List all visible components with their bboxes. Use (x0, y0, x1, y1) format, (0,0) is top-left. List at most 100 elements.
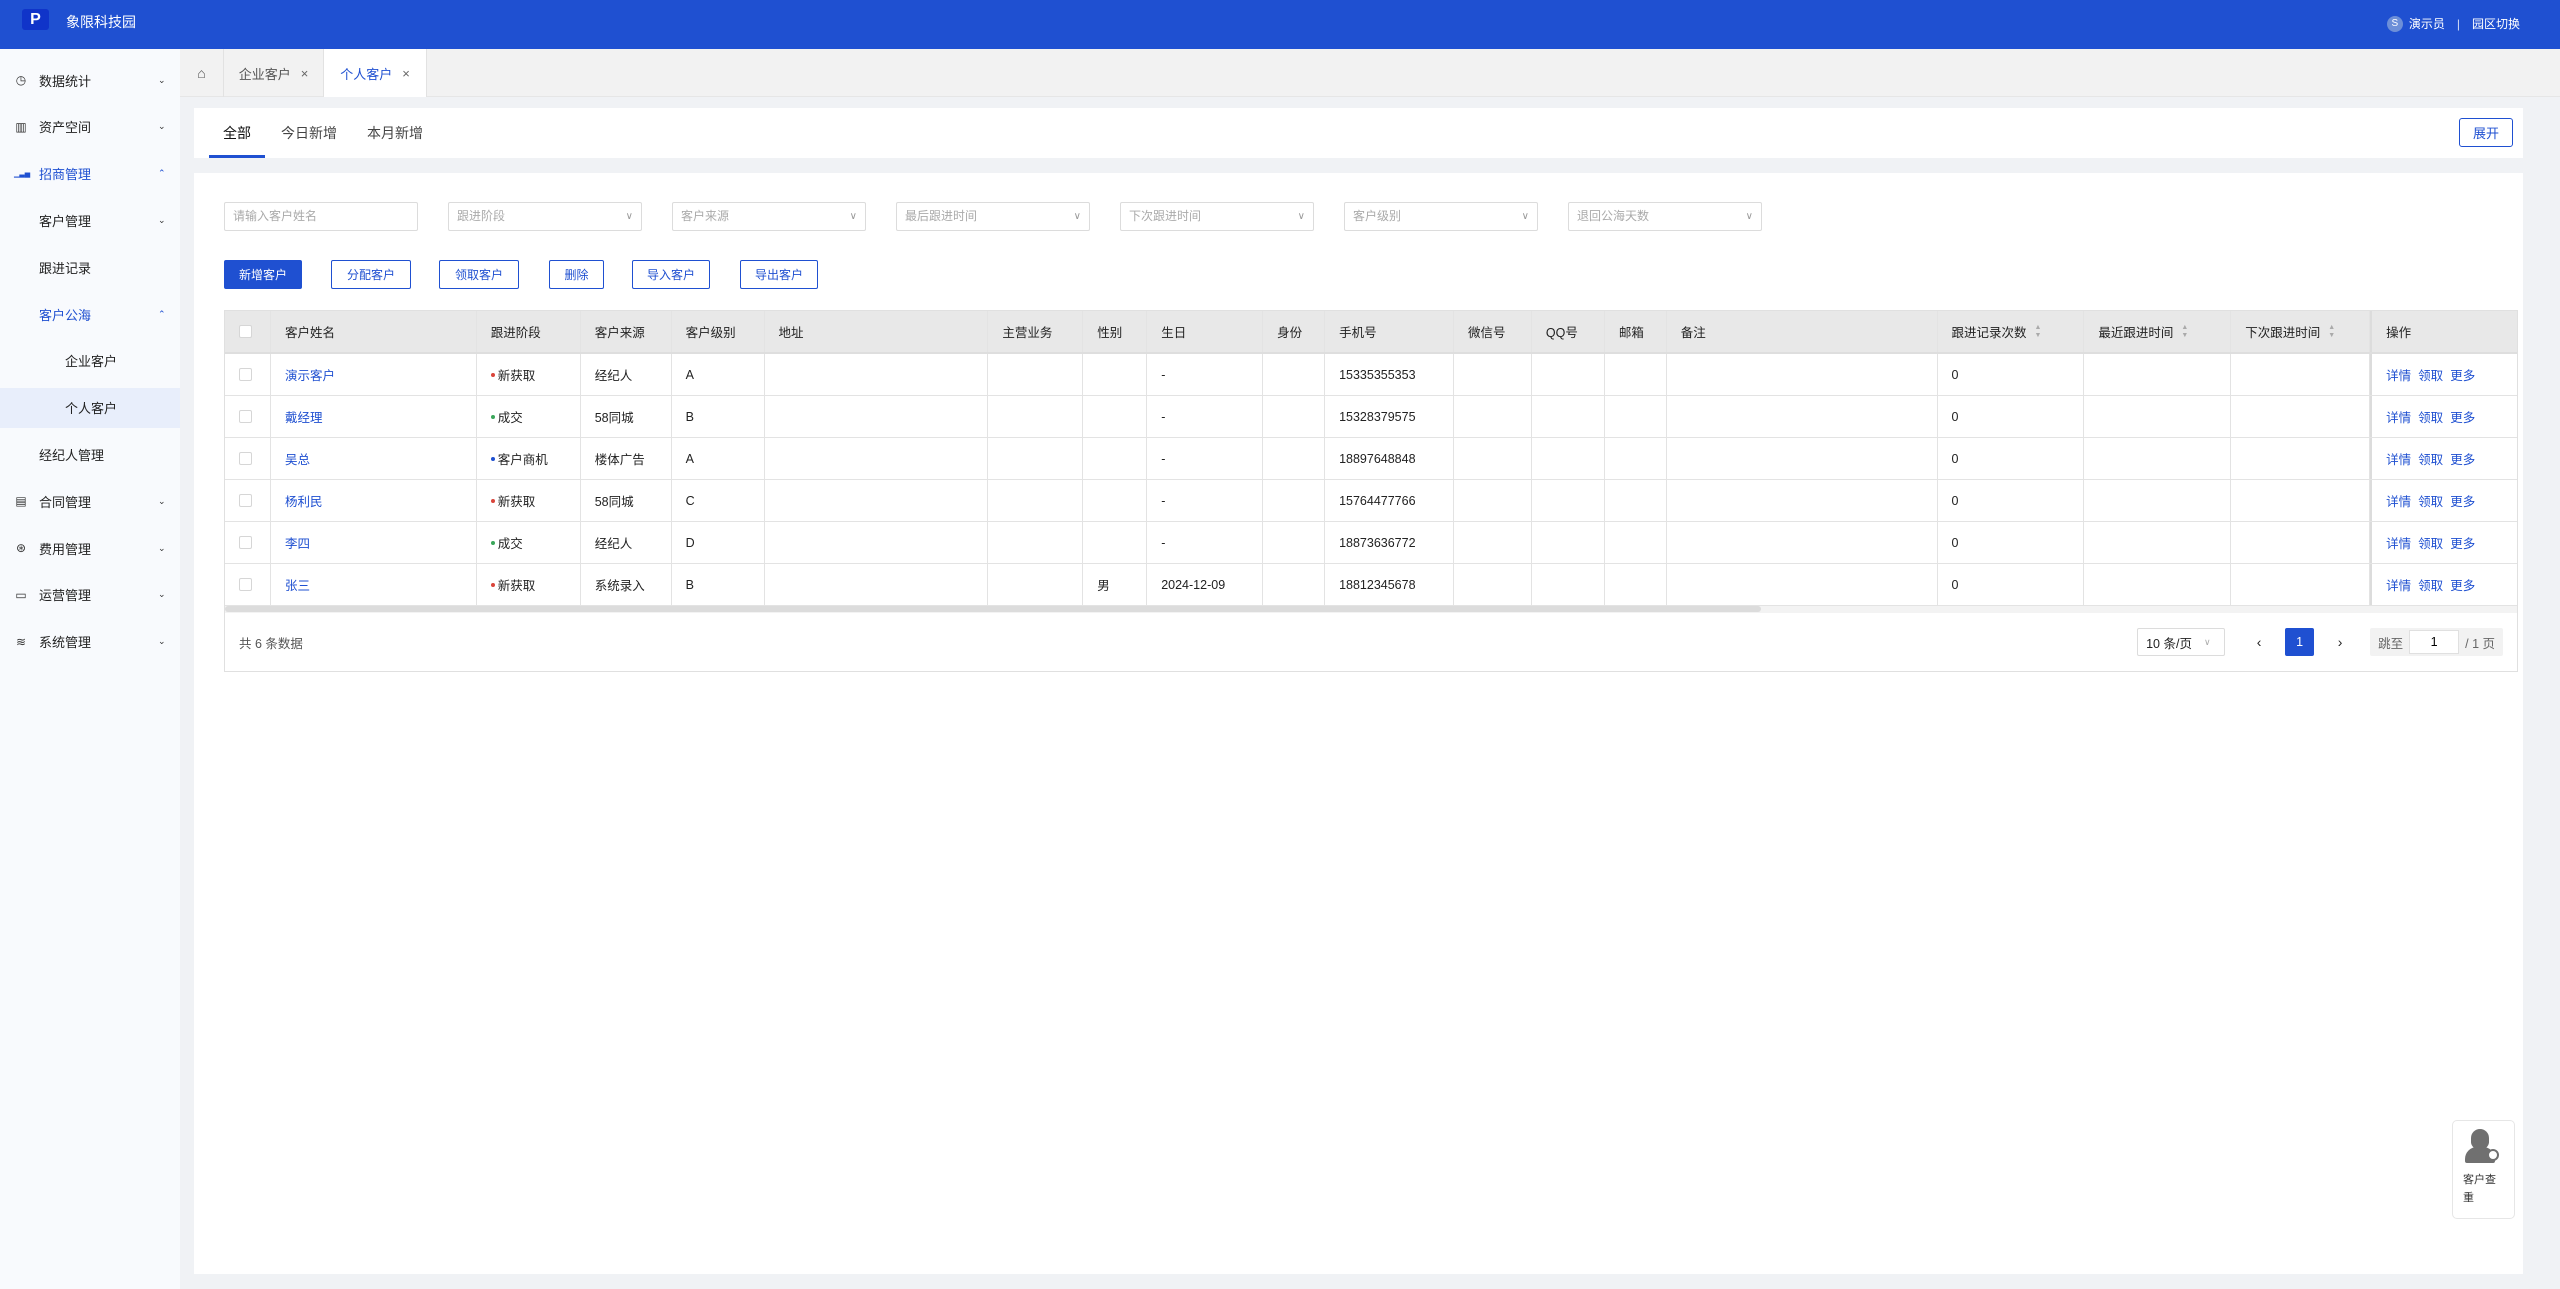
sidebar-item[interactable]: ▁▃▅ 招商管理 ⌃ (0, 154, 180, 194)
tab-enterprise-customers[interactable]: 企业客户 × (224, 49, 324, 97)
close-icon[interactable]: × (300, 65, 309, 81)
horizontal-scrollbar[interactable] (225, 606, 2517, 613)
cell-next-follow (2231, 522, 2371, 563)
jump-page-input[interactable] (2409, 630, 2460, 654)
scrollbar-thumb[interactable] (225, 606, 1761, 612)
sidebar-item[interactable]: 跟进记录 (0, 247, 180, 287)
sort-icon[interactable]: ▲ ▼ (2328, 323, 2336, 339)
customer-name-link[interactable]: 李四 (284, 537, 310, 551)
more-link[interactable]: 更多 (2450, 411, 2476, 425)
cell-name: 演示客户 (271, 354, 477, 395)
filter-select[interactable]: 最后跟进时间 ∨ (896, 202, 1090, 231)
cell-address (765, 396, 989, 437)
sidebar-item[interactable]: ▥ 资产空间 ⌄ (0, 107, 180, 147)
switch-park-link[interactable]: 园区切换 (2471, 17, 2520, 31)
detail-link[interactable]: 详情 (2386, 411, 2412, 425)
sidebar-item[interactable]: 客户公海 ⌃ (0, 294, 180, 334)
sidebar-item[interactable]: ▤ 合同管理 ⌄ (0, 481, 180, 521)
sidebar-item[interactable]: ▭ 运营管理 ⌄ (0, 575, 180, 615)
more-link[interactable]: 更多 (2450, 369, 2476, 383)
row-checkbox[interactable] (239, 410, 252, 423)
customer-dedupe-widget[interactable]: 客户查重 (2452, 1120, 2515, 1219)
tab-personal-customers[interactable]: 个人客户 × (324, 49, 427, 97)
column-header[interactable]: 跟进记录次数 ▲ ▼ (1938, 311, 2085, 352)
filter-select[interactable]: 退回公海天数 ∨ (1568, 202, 1762, 231)
filter-select[interactable]: 跟进阶段 ∨ (448, 202, 642, 231)
chevron-down-icon: ⌄ (158, 495, 166, 506)
column-label: 地址 (778, 326, 804, 340)
cell-text: 15335355353 (1339, 367, 1416, 382)
row-checkbox[interactable] (239, 452, 252, 465)
detail-link[interactable]: 详情 (2386, 537, 2412, 551)
next-page-button[interactable]: › (2337, 634, 2343, 650)
home-tab[interactable]: ⌂ (180, 49, 224, 97)
close-icon[interactable]: × (402, 65, 410, 81)
cell-text: A (685, 451, 694, 466)
export-customer-button[interactable]: 导出客户 (740, 260, 818, 289)
customer-name-link[interactable]: 张三 (284, 579, 310, 593)
select-all-checkbox[interactable] (239, 325, 252, 338)
cell-identity (1263, 564, 1326, 605)
table-row: 演示客户 新获取 经纪人 A - 15335355353 0 详情 领取 更多 (225, 354, 2517, 396)
detail-link[interactable]: 详情 (2386, 579, 2412, 593)
filter-select[interactable]: 客户来源 ∨ (672, 202, 866, 231)
subtab-today[interactable]: 今日新增 (281, 125, 337, 141)
page-size-select[interactable]: 10 条/页 ∨ (2137, 628, 2226, 656)
import-customer-button[interactable]: 导入客户 (632, 260, 710, 289)
claim-customer-button[interactable]: 领取客户 (439, 260, 519, 289)
more-link[interactable]: 更多 (2450, 579, 2476, 593)
customer-name-input[interactable]: 请输入客户姓名 (224, 202, 418, 231)
more-link[interactable]: 更多 (2450, 537, 2476, 551)
column-header[interactable]: 最近跟进时间 ▲ ▼ (2084, 311, 2232, 352)
row-checkbox[interactable] (239, 578, 252, 591)
claim-link[interactable]: 领取 (2418, 537, 2444, 551)
claim-link[interactable]: 领取 (2418, 579, 2444, 593)
sidebar-item[interactable]: ⊛ 费用管理 ⌄ (0, 528, 180, 568)
claim-link[interactable]: 领取 (2418, 369, 2444, 383)
user-name[interactable]: 演示员 (2408, 17, 2445, 31)
sidebar-item[interactable]: ◷ 数据统计 ⌄ (0, 60, 180, 100)
cell-email (1605, 480, 1667, 521)
more-link[interactable]: 更多 (2450, 495, 2476, 509)
sidebar-item[interactable]: ≋ 系统管理 ⌄ (0, 622, 180, 662)
avatar[interactable]: S (2386, 15, 2403, 32)
sidebar-item[interactable]: 经纪人管理 (0, 434, 180, 474)
sidebar-item-label: 客户公海 (39, 307, 92, 323)
more-link[interactable]: 更多 (2450, 453, 2476, 467)
cell-qq (1532, 396, 1605, 437)
sort-icon[interactable]: ▲ ▼ (2181, 323, 2189, 339)
cell-last-follow (2084, 564, 2232, 605)
add-customer-button[interactable]: 新增客户 (224, 260, 302, 289)
sidebar-item[interactable]: 客户管理 ⌄ (0, 200, 180, 240)
filter-select[interactable]: 客户级别 ∨ (1344, 202, 1538, 231)
row-checkbox[interactable] (239, 536, 252, 549)
detail-link[interactable]: 详情 (2386, 369, 2412, 383)
subtab-all[interactable]: 全部 (223, 125, 251, 141)
customer-name-link[interactable]: 戴经理 (284, 411, 323, 425)
filter-select[interactable]: 下次跟进时间 ∨ (1120, 202, 1314, 231)
row-checkbox[interactable] (239, 494, 252, 507)
delete-button[interactable]: 删除 (549, 260, 604, 289)
column-header[interactable]: 下次跟进时间 ▲ ▼ (2231, 311, 2371, 352)
assign-customer-button[interactable]: 分配客户 (331, 260, 411, 289)
customer-name-link[interactable]: 杨利民 (284, 495, 323, 509)
claim-link[interactable]: 领取 (2418, 411, 2444, 425)
prev-page-button[interactable]: ‹ (2256, 634, 2262, 650)
row-checkbox[interactable] (239, 368, 252, 381)
detail-link[interactable]: 详情 (2386, 495, 2412, 509)
sidebar-item[interactable]: 企业客户 (0, 341, 180, 381)
claim-link[interactable]: 领取 (2418, 453, 2444, 467)
detail-link[interactable]: 详情 (2386, 453, 2412, 467)
subtab-month[interactable]: 本月新增 (367, 125, 423, 141)
sort-icon[interactable]: ▲ ▼ (2034, 323, 2042, 339)
cell-text: 18812345678 (1339, 577, 1416, 592)
sidebar-item[interactable]: 个人客户 (0, 387, 180, 428)
claim-link[interactable]: 领取 (2418, 495, 2444, 509)
customer-name-link[interactable]: 吴总 (284, 453, 310, 467)
cell-text: - (1161, 367, 1166, 382)
cell-text: 成交 (497, 411, 523, 425)
expand-button[interactable]: 展开 (2459, 118, 2513, 147)
page-1-button[interactable]: 1 (2285, 628, 2315, 656)
customer-name-link[interactable]: 演示客户 (284, 369, 335, 383)
column-header: 操作 (2370, 311, 2517, 352)
